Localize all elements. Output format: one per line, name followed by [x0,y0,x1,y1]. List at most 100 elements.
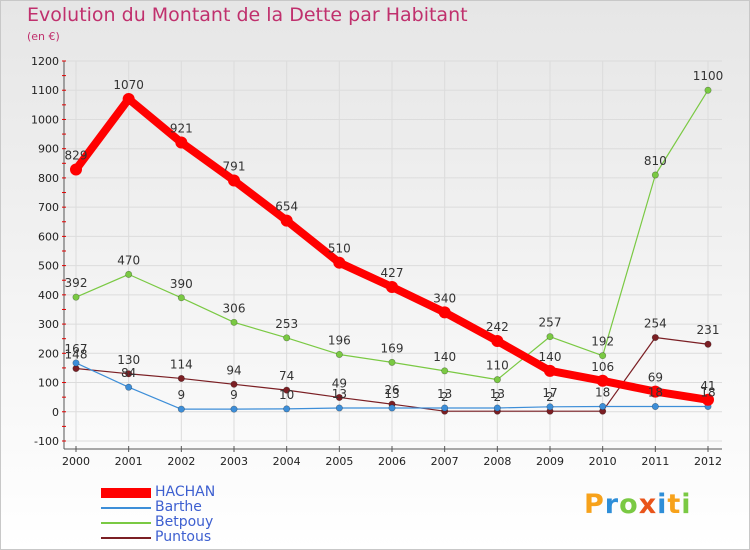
x-tick-label: 2010 [589,455,617,468]
y-tick-label: 300 [38,318,59,331]
data-point-hachan [491,335,504,348]
logo-letter: i [681,489,692,520]
y-tick-label: 400 [38,289,59,302]
data-point-betpouy [599,352,607,360]
data-label-betpouy: 110 [486,359,509,373]
x-tick-label: 2001 [115,455,143,468]
data-label-hachan: 41 [700,379,715,393]
data-label-hachan: 829 [65,148,88,162]
data-point-barthe [72,359,80,367]
data-label-hachan: 921 [170,122,193,136]
data-point-barthe [651,403,659,411]
logo-letter: o [619,489,639,520]
legend-swatch-hachan [101,488,151,498]
y-tick-label: 100 [38,377,59,390]
x-tick-label: 2012 [694,455,722,468]
data-label-barthe: 13 [332,387,347,401]
data-point-hachan [596,374,609,387]
logo-letter: P [584,489,605,520]
data-point-betpouy [72,293,80,301]
legend-item-barthe: Barthe [101,500,301,515]
data-label-hachan: 69 [648,371,663,385]
y-tick-label: 0 [52,406,59,419]
data-label-puntous: 2 [546,390,554,404]
data-point-barthe [125,383,133,391]
legend-label-hachan: HACHAN [155,484,216,500]
data-point-hachan [649,385,662,398]
legend-label-barthe: Barthe [155,499,202,515]
data-point-betpouy [283,334,291,342]
data-point-barthe [335,404,343,412]
data-point-puntous [651,334,659,342]
data-label-barthe: 9 [230,388,238,402]
y-tick-label: 1000 [31,113,59,126]
data-point-barthe [441,404,449,412]
y-tick-label: 700 [38,201,59,214]
x-tick-label: 2009 [536,455,564,468]
x-tick-label: 2011 [641,455,669,468]
data-point-puntous [125,370,133,378]
data-point-hachan [702,393,714,406]
data-label-puntous: 49 [332,376,347,390]
data-label-betpouy: 253 [275,317,298,331]
legend-swatch-betpouy [101,522,151,524]
y-tick-label: 800 [38,172,59,185]
data-label-puntous: 114 [170,357,193,371]
data-label-betpouy: 390 [170,277,193,291]
data-label-barthe: 18 [595,386,610,400]
y-tick-label: 1100 [31,84,59,97]
x-tick-label: 2003 [220,455,248,468]
legend-label-betpouy: Betpouy [155,514,214,530]
x-tick-label: 2008 [483,455,511,468]
data-point-hachan [544,364,556,377]
legend-swatch-puntous [101,537,151,539]
data-label-hachan: 140 [539,350,562,364]
data-point-hachan [122,93,135,105]
legend: HACHAN Barthe Betpouy Puntous [101,485,301,545]
data-point-betpouy [441,367,449,375]
logo-letter: x [638,489,658,520]
data-point-barthe [546,403,554,411]
data-point-barthe [283,405,291,413]
data-label-puntous: 2 [494,390,502,404]
data-label-hachan: 340 [433,291,456,305]
logo-letter: i [657,489,668,520]
y-tick-label: 500 [38,260,59,273]
data-label-betpouy: 1100 [693,69,724,83]
x-tick-label: 2007 [431,455,459,468]
data-point-barthe [230,405,238,413]
data-label-hachan: 427 [381,266,404,280]
data-label-betpouy: 257 [539,316,562,330]
data-point-hachan [280,214,293,227]
data-point-barthe [177,405,185,413]
data-label-barthe: 18 [700,386,715,400]
data-point-hachan [228,174,240,187]
data-label-barthe: 13 [490,387,505,401]
data-point-puntous [704,340,712,348]
y-tick-label: 900 [38,143,59,156]
data-label-barthe: 18 [648,386,663,400]
data-point-hachan [333,256,346,269]
data-point-hachan [70,163,82,176]
data-label-barthe: 9 [178,388,186,402]
data-label-barthe: 84 [121,366,136,380]
legend-item-hachan: HACHAN [101,485,301,500]
y-tick-label: 1200 [31,55,59,68]
data-label-barthe: 13 [384,387,399,401]
data-label-puntous: 231 [697,323,720,337]
legend-label-puntous: Puntous [155,529,212,545]
y-tick-label: 600 [38,230,59,243]
data-label-betpouy: 169 [381,341,404,355]
logo-letter: r [604,489,620,520]
data-point-betpouy [177,294,185,302]
data-point-puntous [283,386,291,394]
legend-swatch-barthe [101,507,151,509]
data-label-hachan: 242 [486,320,509,334]
data-point-hachan [175,136,188,149]
data-label-puntous: 94 [226,363,241,377]
data-label-hachan: 791 [223,160,246,174]
data-point-barthe [599,403,607,411]
data-label-betpouy: 140 [433,350,456,364]
data-label-barthe: 10 [279,388,294,402]
